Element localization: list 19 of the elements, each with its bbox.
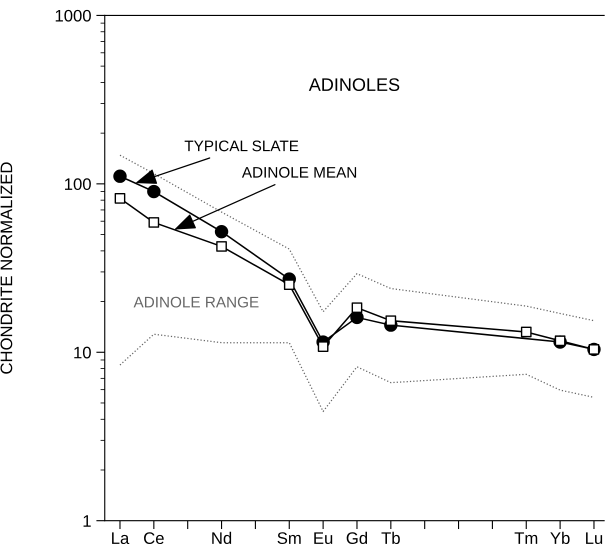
text: TYPICAL SLATE [184, 140, 298, 152]
x-tick-label: Tm [514, 532, 538, 544]
y-tick-label: 1 [84, 515, 91, 527]
x-tick-label: La [112, 532, 130, 544]
x-tick-label: Sm [278, 532, 301, 544]
y-tick-label: 100 [65, 178, 91, 190]
x-tick-label: Lu [586, 532, 602, 544]
x-tick-label: Tb [381, 532, 400, 544]
text: ADINOLE MEAN [242, 166, 356, 178]
y-tick-label: 1000 [56, 10, 91, 22]
x-tick-label: Gd [346, 532, 368, 544]
x-tick-label: Ce [144, 532, 164, 544]
x-tick-label: Yb [550, 532, 570, 544]
y-tick-label: 10 [74, 346, 91, 358]
x-tick-label: Nd [212, 532, 232, 544]
y-axis-title: CHONDRITE NORMALIZED [0, 162, 12, 374]
text: ADINOLE RANGE [134, 296, 259, 308]
text: ADINOLES [308, 78, 400, 92]
x-tick-label: Eu [314, 532, 332, 544]
